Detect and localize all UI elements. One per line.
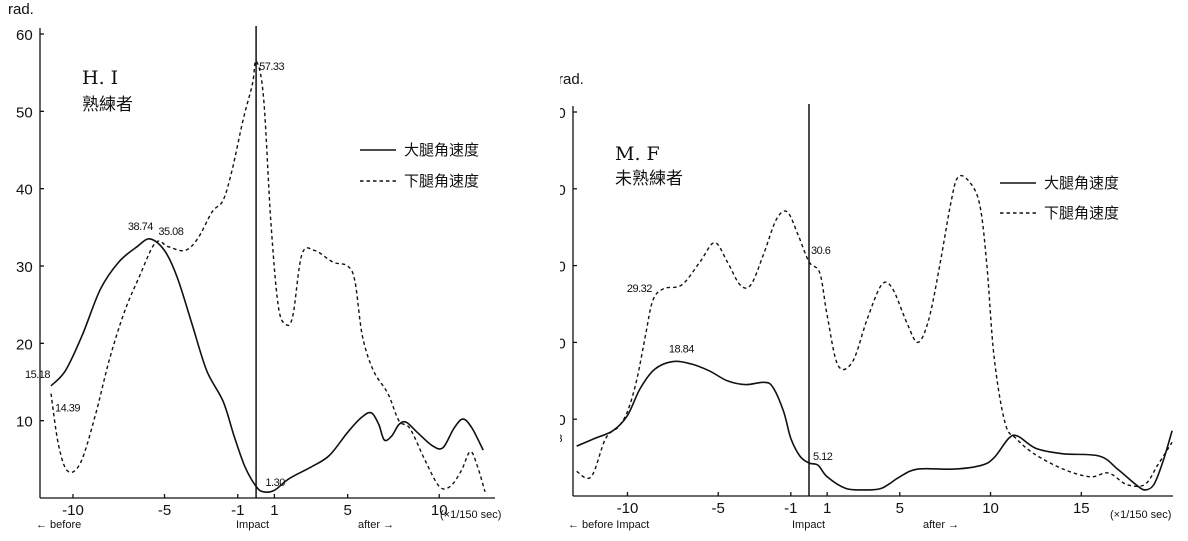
x-bottom-label: Impact — [792, 519, 825, 531]
y-tick-label: 10 — [560, 412, 566, 429]
y-tick-label: 40 — [16, 182, 33, 199]
y-axis-label: rad. — [8, 1, 34, 18]
data-label: 38.74 — [128, 221, 153, 233]
x-tick-label: 10 — [431, 502, 448, 519]
chart-title: M. F — [615, 143, 660, 165]
x-tick-label: 10 — [982, 500, 999, 517]
series-line-shank — [576, 174, 1173, 488]
x-tick-label: 1 — [823, 500, 831, 517]
data-label: 30.6 — [811, 245, 831, 257]
data-label: 1.30 — [265, 477, 285, 489]
y-tick-label: 40 — [560, 182, 566, 199]
y-tick-label: 60 — [16, 27, 33, 44]
data-label: 18.84 — [669, 344, 694, 356]
x-tick-label: 15 — [1073, 500, 1090, 517]
x-tick-label: 5 — [896, 500, 904, 517]
series-line-shank — [50, 60, 486, 492]
x-tick-label: -10 — [62, 502, 84, 519]
y-tick-label: 10 — [16, 414, 33, 431]
y-tick-label: 20 — [16, 336, 33, 353]
chart-title: H. I — [82, 67, 118, 89]
data-label: 5.12 — [813, 451, 833, 463]
data-label: 15.18 — [25, 369, 50, 381]
x-tick-label: -1 — [784, 500, 797, 517]
chart-subtitle: 未熟練者 — [615, 168, 683, 189]
x-tick-label: -5 — [712, 500, 725, 517]
x-tick-label: 5 — [343, 502, 351, 519]
data-label: 57.33 — [259, 61, 284, 73]
x-tick-label: -1 — [231, 502, 244, 519]
chart-left: 10 20 30 40 50 60 rad. -10 -5 -1 1 5 10 ← before Impac… — [8, 1, 501, 531]
x-bottom-label: ← before Impact — [568, 519, 649, 531]
legend-label: 大腿角速度 — [404, 141, 479, 159]
y-tick-label: 20 — [560, 335, 566, 352]
y-tick-label: 30 — [560, 259, 566, 276]
series-line-thigh — [50, 238, 484, 494]
x-bottom-label: Impact — [236, 519, 269, 531]
data-label: 35.08 — [158, 226, 183, 238]
y-tick-label: 50 — [16, 104, 33, 121]
legend-label: 下腿角速度 — [1044, 204, 1119, 222]
x-unit-label: (×1/150 sec) — [1110, 509, 1171, 521]
chart-1: 10 20 30 40 50 60 rad. -10 -5 -1 1 5 10 ← before Impac… — [8, 1, 501, 531]
data-label: 29.32 — [627, 283, 652, 295]
series-line-thigh — [576, 360, 1173, 491]
y-tick-label: 50 — [560, 105, 566, 122]
x-tick-label: 1 — [270, 502, 278, 519]
x-bottom-label: after → — [358, 519, 394, 531]
data-label: 7.33 — [560, 433, 562, 445]
data-label: 14.39 — [55, 403, 80, 415]
legend-label: 大腿角速度 — [1044, 174, 1119, 192]
x-bottom-label: ← before — [36, 519, 81, 531]
chart-subtitle: 熟練者 — [82, 94, 133, 115]
x-unit-label: (×1/150 sec) — [440, 509, 501, 521]
x-bottom-label: after → — [923, 519, 959, 531]
y-tick-label: 30 — [16, 259, 33, 276]
y-axis-label: rad. — [560, 71, 584, 88]
x-tick-label: -10 — [617, 500, 639, 517]
x-tick-label: -5 — [158, 502, 171, 519]
legend-label: 下腿角速度 — [404, 172, 479, 190]
